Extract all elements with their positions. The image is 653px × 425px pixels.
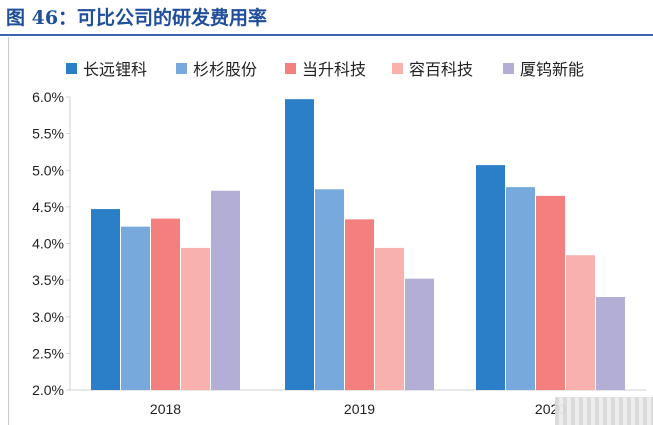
legend-label: 长远锂科 bbox=[83, 60, 147, 79]
bar-series bbox=[91, 99, 625, 390]
bar bbox=[345, 219, 374, 390]
bar bbox=[566, 255, 595, 390]
chart-legend: 长远锂科 杉杉股份 当升科技 容百科技 厦钨新能 bbox=[66, 60, 584, 79]
legend-swatch bbox=[392, 63, 403, 74]
chart-panel: 长远锂科 杉杉股份 当升科技 容百科技 厦钨新能 2.0% 2.5% 3.0% 3.5% 4.0… bbox=[8, 37, 653, 425]
legend-swatch bbox=[285, 63, 296, 74]
bar-chart: 长远锂科 杉杉股份 当升科技 容百科技 厦钨新能 2.0% 2.5% 3.0% 3.5% 4.0… bbox=[32, 60, 646, 417]
bar bbox=[476, 165, 505, 390]
y-tick-label: 6.0% bbox=[32, 89, 64, 105]
legend-swatch bbox=[503, 63, 514, 74]
y-tick-label: 5.0% bbox=[32, 162, 64, 178]
y-axis: 2.0% 2.5% 3.0% 3.5% 4.0% 4.5% 5.0% 5.5% 6.0% bbox=[32, 89, 646, 398]
bar bbox=[405, 278, 434, 390]
bar bbox=[506, 187, 535, 390]
y-tick-label: 2.0% bbox=[32, 382, 64, 398]
bar bbox=[315, 189, 344, 390]
x-axis: 2018 2019 2020 bbox=[150, 401, 566, 417]
y-tick-label: 2.5% bbox=[32, 345, 64, 361]
legend-label: 当升科技 bbox=[302, 60, 366, 79]
bar bbox=[211, 190, 240, 390]
legend-swatch bbox=[176, 63, 187, 74]
legend-swatch bbox=[66, 63, 77, 74]
y-tick-label: 5.5% bbox=[32, 126, 64, 142]
bar bbox=[91, 209, 120, 390]
y-tick-label: 4.0% bbox=[32, 236, 64, 252]
y-tick-label: 4.5% bbox=[32, 199, 64, 215]
bar bbox=[596, 296, 625, 390]
y-tick-label: 3.0% bbox=[32, 309, 64, 325]
bar bbox=[285, 99, 314, 390]
title-divider bbox=[0, 34, 653, 36]
bar bbox=[375, 247, 404, 390]
figure-title: 图 46：可比公司的研发费用率 bbox=[6, 7, 268, 29]
y-tick-label: 3.5% bbox=[32, 272, 64, 288]
legend-label: 杉杉股份 bbox=[193, 60, 257, 79]
legend-label: 厦钨新能 bbox=[520, 60, 584, 79]
x-tick-label: 2019 bbox=[344, 401, 375, 417]
bar bbox=[536, 195, 565, 390]
legend-label: 容百科技 bbox=[409, 60, 473, 79]
watermark-blur bbox=[555, 397, 653, 425]
bar bbox=[151, 218, 180, 390]
x-tick-label: 2018 bbox=[150, 401, 181, 417]
bar bbox=[181, 247, 210, 390]
bar bbox=[121, 226, 150, 390]
